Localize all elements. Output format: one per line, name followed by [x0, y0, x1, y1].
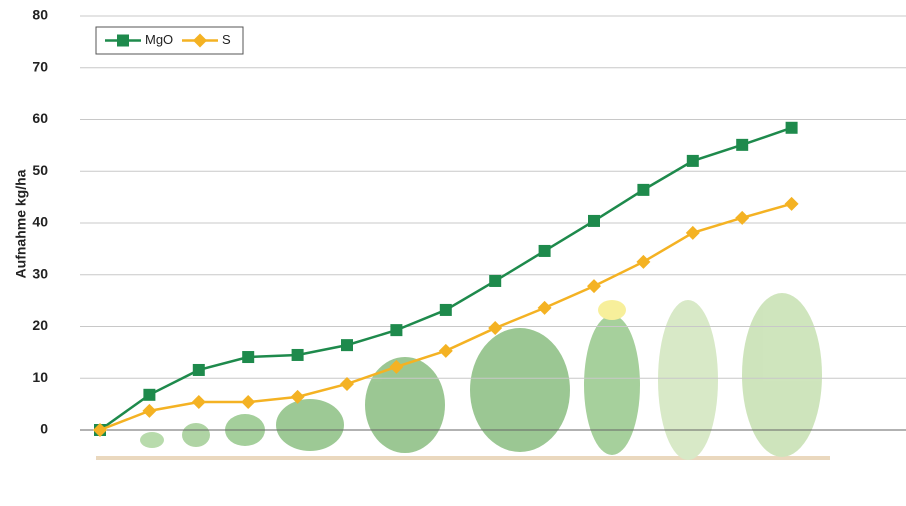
y-tick-label: 80: [32, 7, 48, 23]
marker: [291, 348, 304, 361]
marker: [341, 339, 353, 352]
marker: [242, 351, 255, 364]
marker: [438, 343, 453, 358]
marker: [241, 395, 256, 410]
y-tick-label: 20: [32, 317, 48, 333]
marker: [785, 121, 798, 134]
marker: [390, 324, 403, 337]
marker: [637, 183, 650, 196]
marker: [685, 225, 700, 240]
marker: [537, 300, 552, 315]
y-tick-label: 0: [40, 421, 48, 437]
y-tick-label: 30: [32, 265, 48, 281]
marker: [191, 395, 206, 410]
marker: [340, 376, 354, 391]
marker: [686, 154, 699, 167]
y-tick-label: 60: [32, 110, 48, 126]
marker: [93, 423, 107, 437]
marker: [588, 214, 600, 227]
y-tick-label: 50: [32, 162, 48, 178]
marker: [192, 363, 205, 376]
marker: [735, 210, 750, 225]
plant-illustrations: [96, 293, 830, 460]
marker: [736, 138, 749, 151]
marker: [193, 33, 207, 48]
marker: [142, 403, 157, 418]
marker: [587, 279, 601, 294]
marker: [784, 196, 799, 211]
y-tick-label: 10: [32, 369, 48, 385]
y-tick-label: 40: [32, 214, 48, 230]
legend-label: MgO: [145, 32, 173, 47]
marker: [290, 389, 305, 404]
marker: [439, 303, 452, 316]
y-axis-title: Aufnahme kg/ha: [13, 169, 29, 278]
marker: [636, 254, 651, 269]
marker: [538, 244, 551, 257]
y-tick-label: 70: [32, 58, 48, 74]
marker: [143, 388, 156, 401]
marker: [488, 321, 503, 336]
marker: [117, 34, 129, 47]
marker: [489, 274, 502, 287]
legend-label: S: [222, 32, 231, 47]
marker: [389, 359, 404, 374]
